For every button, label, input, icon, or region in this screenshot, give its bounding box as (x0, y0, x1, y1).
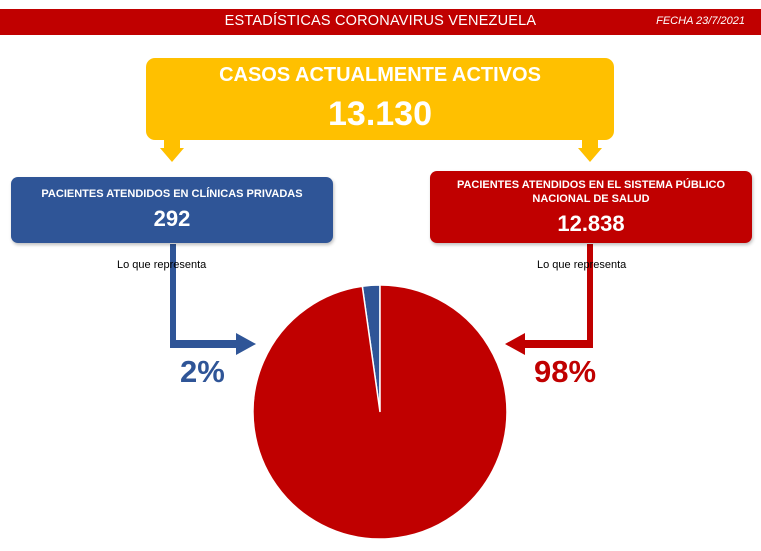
header-title: ESTADÍSTICAS CORONAVIRUS VENEZUELA (224, 13, 537, 29)
private-percent: 2% (180, 354, 225, 389)
private-clinics-label: PACIENTES ATENDIDOS EN CLÍNICAS PRIVADAS (41, 188, 303, 200)
yellow-arrow-left (160, 138, 184, 162)
active-cases-value: 13.130 (328, 95, 432, 133)
red-connector-arrow (505, 244, 593, 355)
public-caption: Lo que representa (537, 259, 627, 271)
public-system-value: 12.838 (557, 211, 625, 236)
private-clinics-box: PACIENTES ATENDIDOS EN CLÍNICAS PRIVADAS… (11, 177, 333, 243)
header-bar: ESTADÍSTICAS CORONAVIRUS VENEZUELA FECHA… (0, 9, 761, 35)
public-system-box: PACIENTES ATENDIDOS EN EL SISTEMA PÚBLIC… (430, 171, 752, 243)
yellow-arrow-right (578, 138, 602, 162)
private-caption: Lo que representa (117, 259, 207, 271)
private-clinics-value: 292 (153, 206, 191, 231)
public-percent: 98% (534, 354, 597, 389)
pie-chart (252, 284, 508, 540)
active-cases-label: CASOS ACTUALMENTE ACTIVOS (219, 64, 541, 86)
pie-slice-public (252, 284, 508, 540)
public-system-label: PACIENTES ATENDIDOS EN EL SISTEMA PÚBLIC… (456, 179, 726, 205)
active-cases-box: CASOS ACTUALMENTE ACTIVOS 13.130 (146, 58, 614, 140)
header-date: FECHA 23/7/2021 (656, 15, 745, 27)
blue-connector-arrow (170, 244, 256, 355)
